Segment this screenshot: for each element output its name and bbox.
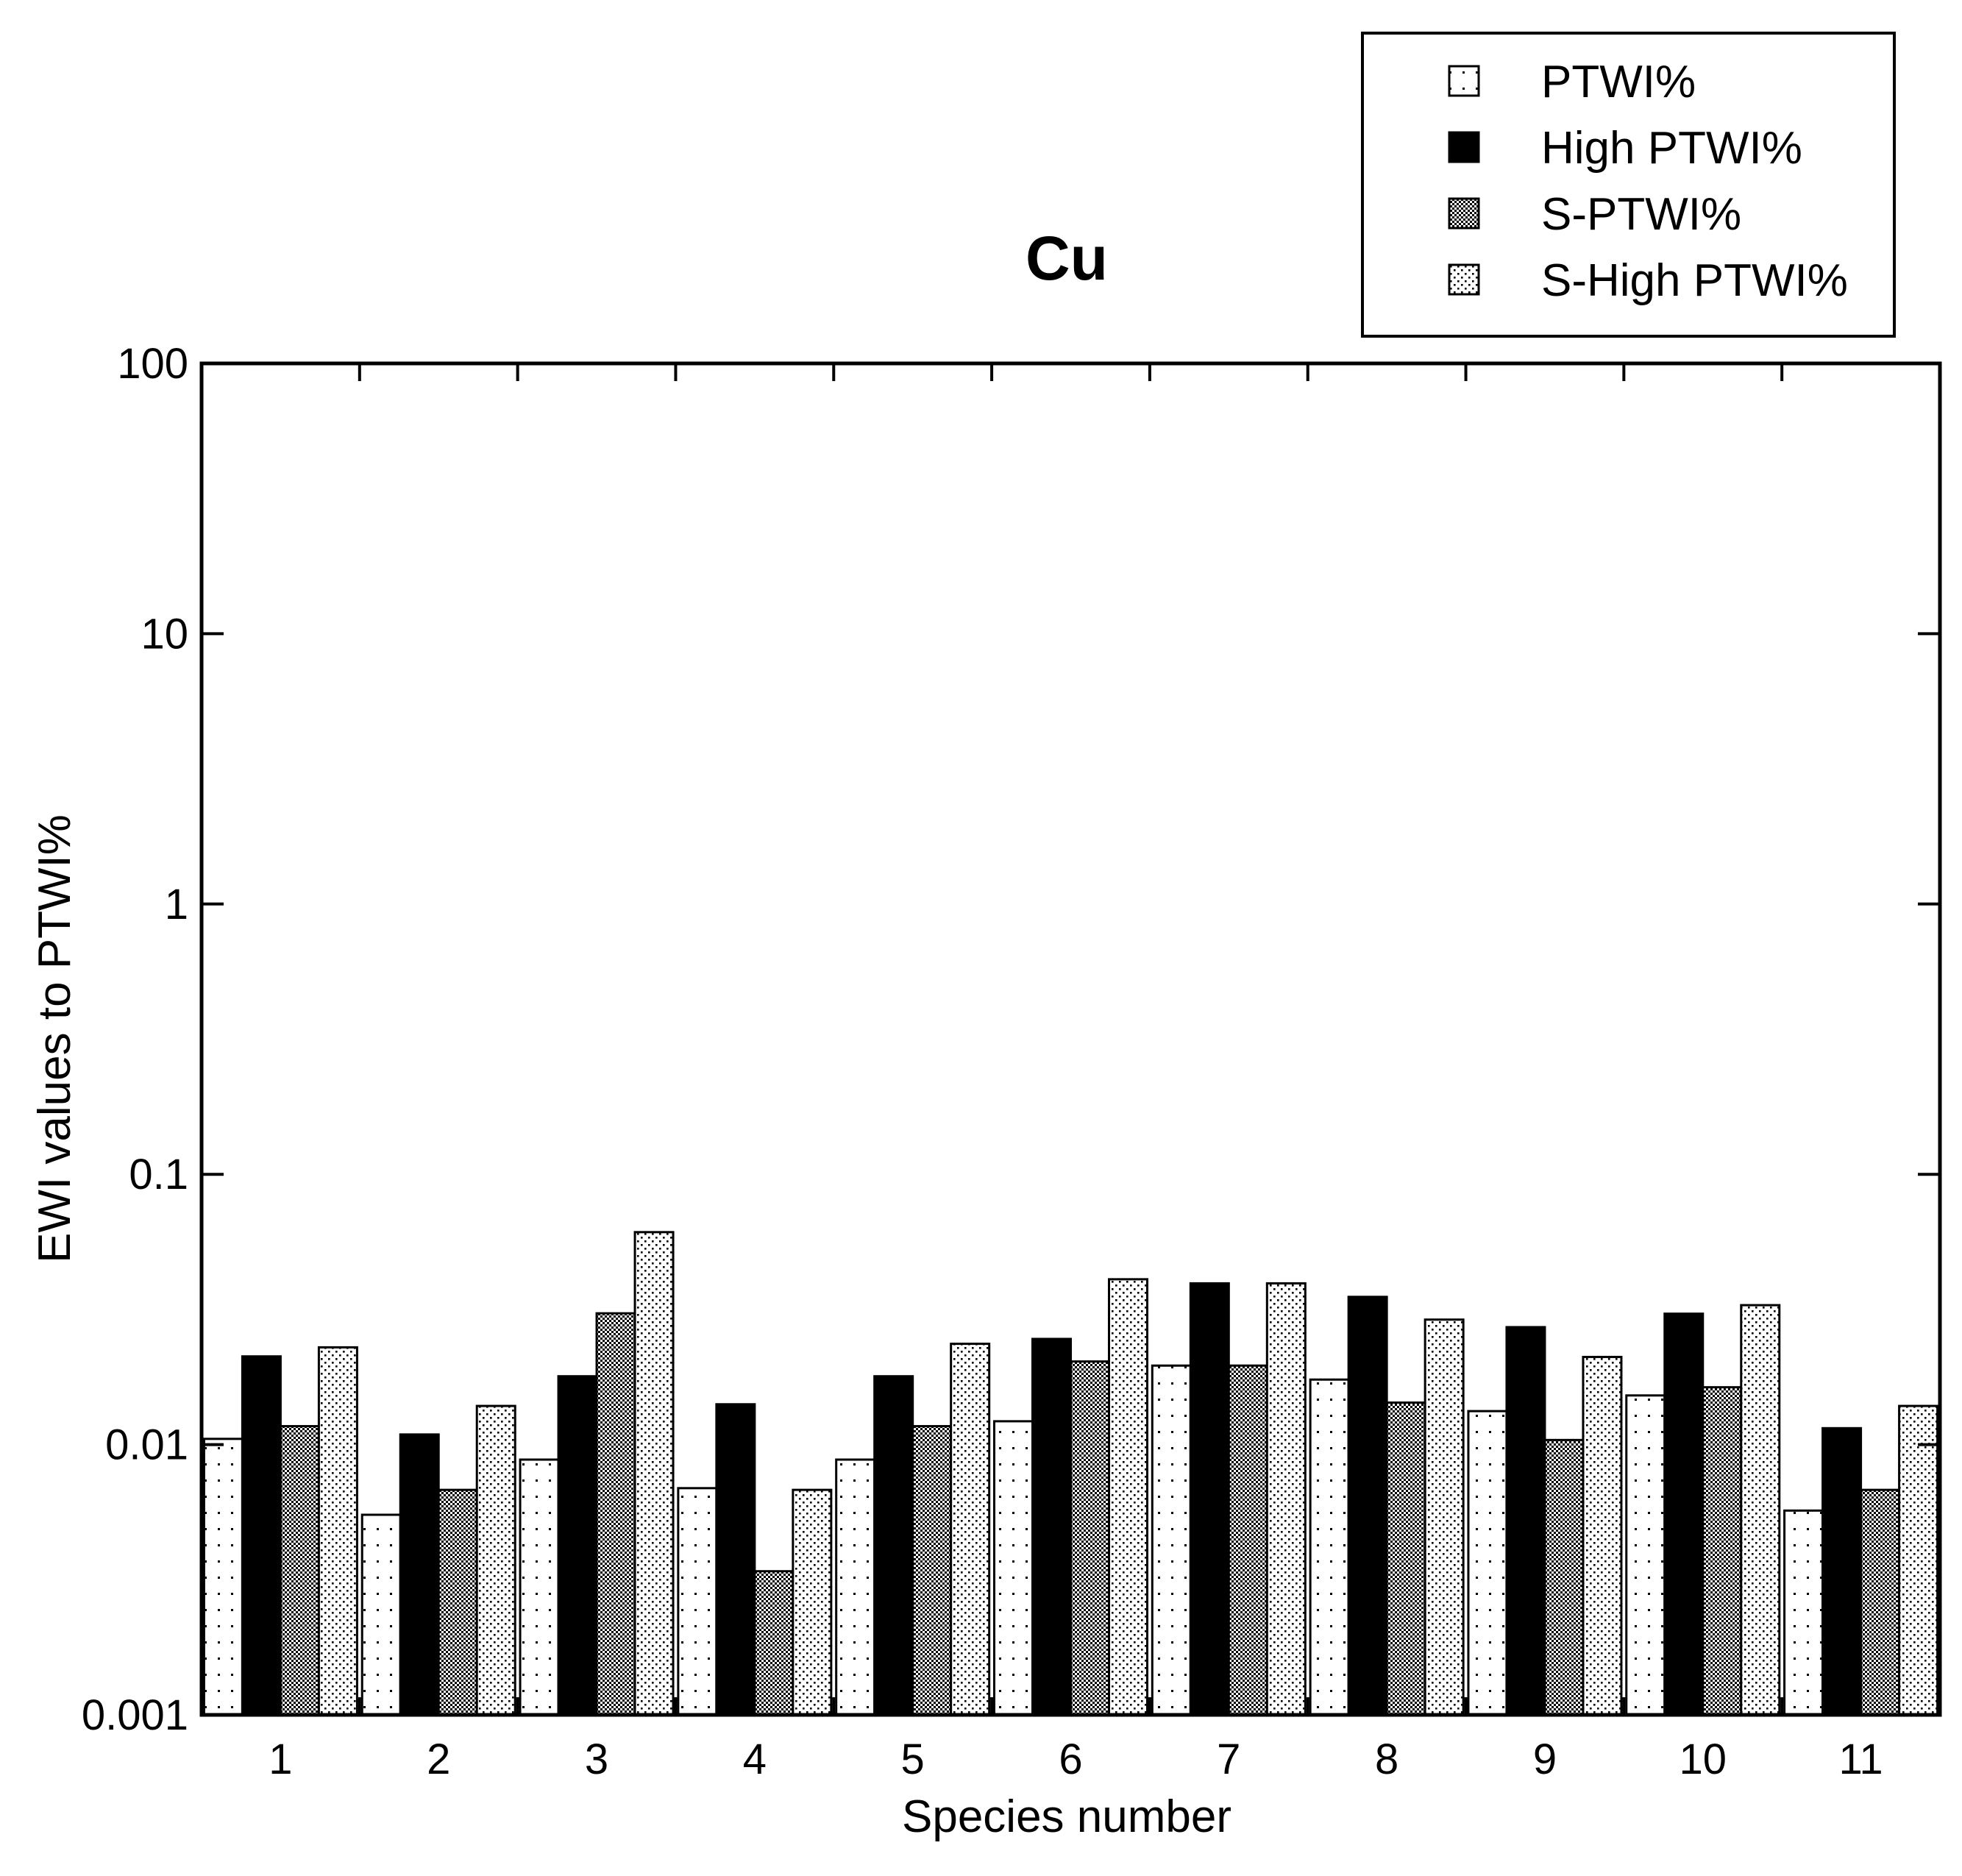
bar-ptwi-species-8 — [1309, 1378, 1350, 1716]
legend-label: S-High PTWI% — [1541, 255, 1848, 306]
x-axis: 1 2 3 4 5 6 7 8 9 10 11 — [269, 363, 1883, 1783]
x-tick-label: 10 — [1680, 1735, 1727, 1783]
bar-high-ptwi-species-4 — [715, 1403, 756, 1716]
x-axis-label: Species number — [902, 1791, 1231, 1842]
bar-high-ptwi-species-1 — [241, 1355, 282, 1716]
bar-ptwi-species-6 — [993, 1420, 1034, 1716]
x-tick-label: 5 — [901, 1735, 925, 1783]
bar-s-high-ptwi-species-7 — [1265, 1282, 1307, 1716]
legend: PTWI% High PTWI% S-PTWI% S-High PTWI% — [1361, 32, 1896, 338]
bar-high-ptwi-species-5 — [873, 1375, 914, 1716]
bar-s-high-ptwi-species-6 — [1108, 1278, 1148, 1716]
bar-s-high-ptwi-species-3 — [633, 1231, 675, 1716]
bar-s-high-ptwi-species-9 — [1582, 1355, 1623, 1716]
y-tick-label: 1 — [165, 881, 188, 928]
bar-s-ptwi-species-4 — [753, 1570, 795, 1716]
legend-swatch — [1448, 131, 1480, 163]
bar-s-ptwi-species-8 — [1385, 1401, 1426, 1716]
y-tick-label: 0.1 — [129, 1151, 188, 1198]
bar-ptwi-species-1 — [202, 1438, 244, 1716]
plot-frame — [199, 361, 1942, 1717]
bar-high-ptwi-species-9 — [1505, 1326, 1546, 1716]
y-tick-label: 0.01 — [105, 1421, 188, 1469]
bar-ptwi-species-9 — [1467, 1410, 1508, 1716]
x-tick-label: 3 — [585, 1735, 608, 1783]
chart-title: Cu — [1026, 224, 1108, 293]
bar-s-high-ptwi-species-4 — [792, 1488, 833, 1716]
bar-ptwi-species-2 — [360, 1513, 402, 1716]
bar-ptwi-species-5 — [835, 1458, 876, 1716]
y-tick-label: 100 — [117, 340, 188, 388]
bar-ptwi-species-7 — [1151, 1364, 1192, 1716]
bar-high-ptwi-species-10 — [1663, 1312, 1705, 1716]
bar-s-high-ptwi-species-10 — [1740, 1304, 1781, 1716]
bar-s-ptwi-species-10 — [1702, 1386, 1743, 1716]
bar-s-ptwi-species-2 — [437, 1488, 478, 1716]
legend-label: S-PTWI% — [1541, 189, 1741, 240]
bar-s-high-ptwi-species-2 — [475, 1404, 516, 1716]
bar-s-high-ptwi-species-1 — [317, 1346, 358, 1716]
y-axis-label: EWI values to PTWI% — [29, 814, 80, 1263]
x-tick-label: 8 — [1375, 1735, 1398, 1783]
x-tick-label: 11 — [1838, 1735, 1883, 1783]
y-tick-label: 10 — [141, 610, 188, 658]
bar-s-ptwi-species-3 — [595, 1312, 636, 1716]
bar-s-ptwi-species-6 — [1070, 1360, 1110, 1716]
bar-ptwi-species-10 — [1625, 1394, 1666, 1716]
x-tick-label: 2 — [427, 1735, 450, 1783]
bar-s-ptwi-species-5 — [911, 1425, 953, 1716]
y-axis: 0.001 0.01 0.1 1 10 100 — [82, 340, 1940, 1739]
bar-high-ptwi-species-7 — [1189, 1282, 1230, 1716]
legend-swatch — [1448, 263, 1480, 296]
x-tick-label: 4 — [743, 1735, 767, 1783]
bar-s-high-ptwi-species-11 — [1898, 1404, 1939, 1716]
bar-high-ptwi-species-6 — [1031, 1337, 1072, 1716]
y-tick-label: 0.001 — [82, 1691, 188, 1739]
bar-s-ptwi-species-1 — [279, 1425, 320, 1716]
x-tick-label: 7 — [1217, 1735, 1240, 1783]
bar-ptwi-species-4 — [677, 1487, 718, 1716]
legend-label: High PTWI% — [1541, 123, 1802, 174]
bar-s-ptwi-species-9 — [1543, 1438, 1585, 1716]
bars-group — [202, 1231, 1939, 1716]
bar-ptwi-species-11 — [1783, 1509, 1824, 1716]
bar-s-high-ptwi-species-5 — [950, 1343, 991, 1716]
bar-high-ptwi-species-3 — [557, 1375, 598, 1716]
bar-s-ptwi-species-11 — [1860, 1488, 1901, 1716]
bar-ptwi-species-3 — [519, 1458, 560, 1716]
x-tick-label: 1 — [269, 1735, 292, 1783]
bar-high-ptwi-species-8 — [1347, 1296, 1388, 1716]
x-tick-label: 6 — [1059, 1735, 1082, 1783]
bar-s-high-ptwi-species-8 — [1423, 1318, 1465, 1716]
bar-high-ptwi-species-2 — [399, 1433, 440, 1716]
bar-high-ptwi-species-11 — [1821, 1426, 1863, 1716]
legend-swatch — [1448, 65, 1480, 97]
legend-label: PTWI% — [1541, 57, 1696, 107]
legend-swatch — [1448, 197, 1480, 230]
x-tick-label: 9 — [1533, 1735, 1557, 1783]
bar-s-ptwi-species-7 — [1227, 1364, 1268, 1716]
